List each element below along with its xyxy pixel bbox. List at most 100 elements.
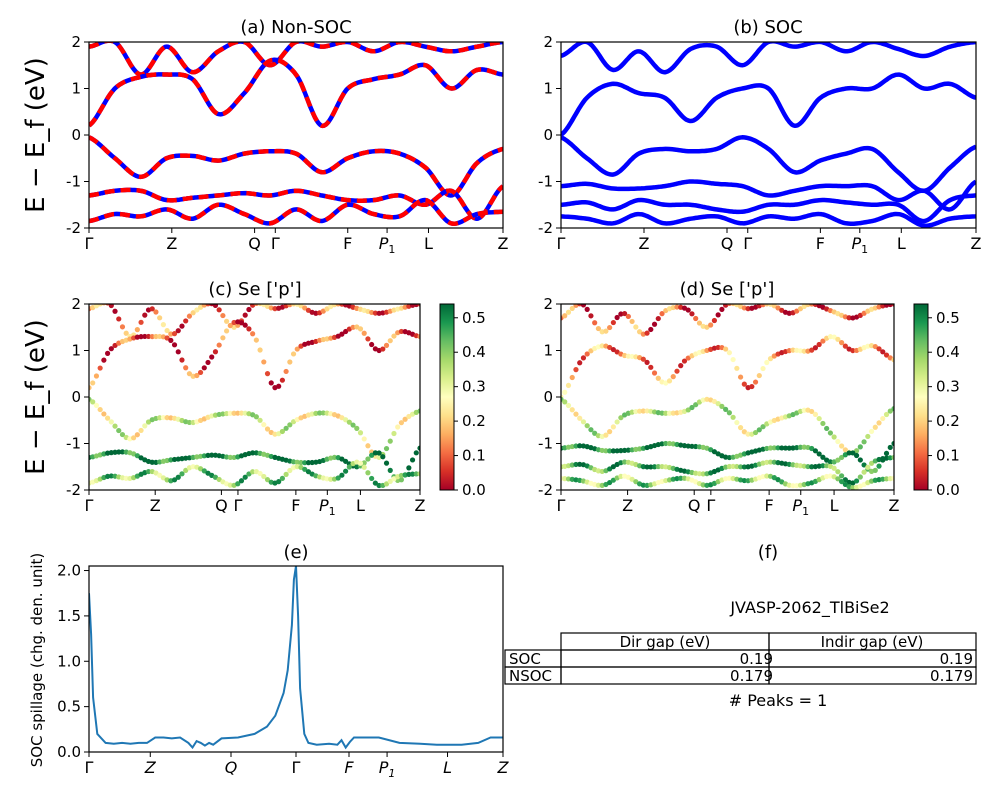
projection-point xyxy=(108,346,114,352)
projection-point xyxy=(801,463,807,469)
projection-point xyxy=(343,417,349,423)
projection-point xyxy=(580,419,587,425)
projection-point xyxy=(242,322,248,328)
projection-point xyxy=(224,328,230,334)
projection-point xyxy=(168,331,174,337)
projection-point xyxy=(179,323,185,329)
projection-point xyxy=(715,344,721,351)
projection-point xyxy=(726,475,732,481)
panel-b-xtick-label: Z xyxy=(639,234,650,253)
panel-a-ytick-label: -1 xyxy=(66,173,81,191)
panel-c-xtick-label: Γ xyxy=(85,496,94,515)
projection-point xyxy=(365,456,371,462)
projection-point xyxy=(279,475,285,482)
panel-a-plot-area xyxy=(89,42,503,226)
panel-e-title: (e) xyxy=(283,542,308,563)
projection-point xyxy=(592,320,598,326)
projection-point xyxy=(253,337,259,343)
projection-point xyxy=(224,410,230,417)
projection-point xyxy=(175,474,181,480)
projection-point xyxy=(659,410,665,416)
projection-point xyxy=(406,471,412,477)
projection-point xyxy=(235,410,241,416)
projection-point xyxy=(891,406,894,412)
projection-point xyxy=(839,473,845,479)
projection-point xyxy=(883,450,890,456)
projection-point xyxy=(372,480,378,486)
projection-point xyxy=(331,454,338,461)
projection-point xyxy=(183,318,189,324)
projection-point xyxy=(704,324,710,330)
projection-point xyxy=(335,475,341,481)
projection-point xyxy=(190,310,196,316)
projection-point xyxy=(145,333,152,340)
projection-point xyxy=(835,457,841,463)
peaks-label: # Peaks = 1 xyxy=(729,691,828,710)
projection-point xyxy=(771,445,777,451)
projection-point xyxy=(157,472,163,478)
projection-point xyxy=(857,457,863,463)
projection-point xyxy=(116,427,122,434)
panel-d-xtick-label: F xyxy=(765,496,774,515)
projection-point xyxy=(790,483,796,489)
projection-point xyxy=(767,459,774,465)
colorbar-tick-label: 0.4 xyxy=(462,343,486,361)
projection-point xyxy=(610,464,616,470)
projection-point xyxy=(573,461,579,468)
projection-point xyxy=(887,475,893,482)
projection-point xyxy=(640,464,646,470)
projection-point xyxy=(741,381,747,387)
projection-point xyxy=(142,312,148,318)
projection-point xyxy=(387,338,393,344)
panel-d-ytick-label: 2 xyxy=(543,295,553,313)
projection-point xyxy=(599,447,605,454)
projection-point xyxy=(868,460,875,466)
projection-point xyxy=(693,443,699,450)
projection-point xyxy=(745,431,751,437)
projection-point xyxy=(119,431,126,438)
projection-point xyxy=(383,445,390,452)
table-header-dir: Dir gap (eV) xyxy=(620,633,711,651)
projection-point xyxy=(209,354,215,360)
projection-point xyxy=(573,443,579,449)
projection-point xyxy=(610,319,616,326)
panel-d-ytick-label: 0 xyxy=(543,388,553,406)
projection-point xyxy=(883,455,890,461)
projection-point xyxy=(689,311,695,317)
projection-point xyxy=(123,475,129,481)
projection-point xyxy=(625,353,631,359)
projection-point xyxy=(116,449,122,455)
panel-c-ytick-label: 1 xyxy=(71,342,81,360)
projection-point xyxy=(872,343,878,350)
projection-point xyxy=(197,369,204,376)
band-line-soc xyxy=(561,42,976,75)
projection-point xyxy=(689,443,695,449)
projection-point xyxy=(164,415,170,421)
projection-point xyxy=(287,467,293,474)
projection-point xyxy=(767,445,774,451)
projection-point xyxy=(569,407,575,413)
projection-point xyxy=(876,420,882,426)
colorbar-tick-label: 0.4 xyxy=(936,343,960,361)
projection-point xyxy=(565,309,572,315)
projection-point xyxy=(618,448,624,454)
projection-point xyxy=(406,465,412,471)
projection-point xyxy=(839,340,845,346)
projection-point xyxy=(734,419,740,426)
panel-e-ytick-label: 0.5 xyxy=(57,698,81,716)
panel-c-xtick-label: Z xyxy=(150,496,161,515)
projection-point xyxy=(681,358,688,364)
projection-point xyxy=(257,470,263,477)
panel-e-ytick-label: 2.0 xyxy=(57,562,81,580)
projection-point xyxy=(816,451,822,457)
projection-point xyxy=(93,304,100,309)
panel-e-xtick-label: F xyxy=(344,758,354,777)
projection-point xyxy=(261,422,267,428)
projection-point xyxy=(880,349,886,355)
projection-point xyxy=(201,304,207,308)
projection-point xyxy=(644,330,650,336)
projection-point xyxy=(622,447,628,454)
projection-point xyxy=(372,450,378,456)
